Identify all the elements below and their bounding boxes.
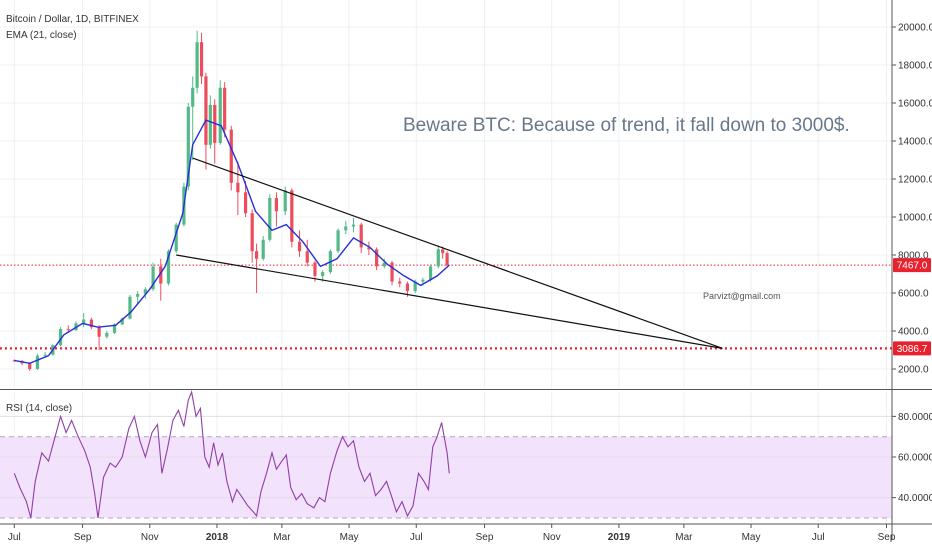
candle-52: [375, 247, 379, 271]
price-tag-target: 3086.7: [893, 341, 931, 356]
trendline-lower: [176, 254, 723, 349]
candle-6: [58, 327, 63, 347]
x-tick-label-4: Mar: [273, 532, 291, 543]
candle-50: [359, 222, 363, 254]
candle-12: [105, 331, 109, 339]
candle-9: [82, 312, 86, 328]
x-tick-label-11: May: [742, 532, 761, 543]
rsi-polyline: [13, 390, 450, 519]
y-tick-label-7: 16000.0: [898, 99, 932, 110]
candle-42: [297, 230, 302, 257]
y-tick-label-6: 14000.0: [898, 137, 932, 148]
candle-33: [236, 161, 240, 216]
rsi-band: [0, 415, 892, 519]
candle-25: [195, 30, 199, 94]
horizontal-lines: [0, 264, 892, 350]
x-tick-label-1: Sep: [74, 532, 92, 543]
candle-59: [428, 264, 433, 282]
rsi-line: [13, 390, 450, 519]
candle-19: [159, 258, 163, 301]
x-tick-label-10: Mar: [675, 532, 693, 543]
x-tick-label-9: 2019: [608, 532, 631, 543]
symbol-title: Bitcoin / Dollar, 1D, BITFINEX: [6, 14, 139, 25]
price-tag-current-label: 7467.0: [897, 261, 928, 272]
candle-31: [223, 82, 227, 138]
candle-11: [97, 325, 101, 350]
candle-10: [89, 317, 94, 330]
ema-legend: EMA (21, close): [6, 30, 77, 41]
candle-3: [35, 353, 40, 370]
candle-41: [290, 188, 294, 248]
price-tag-current: 7467.0: [893, 258, 931, 273]
candle-35: [250, 209, 254, 263]
y-tick-label-3: 8000.0: [898, 251, 929, 262]
x-tick-label-7: Sep: [476, 532, 494, 543]
candle-38: [268, 194, 272, 242]
rsi-tick-label-1: 60.0000: [898, 453, 932, 464]
candle-60: [436, 245, 440, 269]
candle-49: [351, 217, 356, 233]
y-tick-label-4: 10000.0: [898, 213, 932, 224]
candle-18: [151, 262, 155, 292]
candle-29: [213, 99, 217, 164]
candle-21: [174, 222, 178, 254]
candle-26: [199, 32, 204, 84]
x-tick-label-2: Nov: [141, 532, 159, 543]
x-tick-label-0: Jul: [8, 532, 21, 543]
x-tick-label-6: Jul: [410, 532, 423, 543]
candle-17: [143, 287, 147, 299]
x-tick-label-8: Nov: [543, 532, 561, 543]
candle-16: [136, 291, 140, 305]
y-tick-label-2: 6000.0: [898, 289, 929, 300]
candle-48: [344, 220, 348, 235]
x-tick-label-12: Jul: [812, 532, 825, 543]
x-tick-label-13: Sep: [878, 532, 896, 543]
rsi-tick-label-2: 80.0000: [898, 412, 932, 423]
candle-55: [398, 277, 402, 288]
author-email: Parvizt@gmail.com: [703, 291, 781, 301]
y-tick-label-0: 2000.0: [898, 365, 929, 376]
y-tick-label-9: 20000.0: [898, 23, 932, 34]
candle-43: [305, 239, 309, 267]
rsi-band-fill: [0, 436, 892, 518]
y-tick-label-8: 18000.0: [898, 61, 932, 72]
ema-line: [14, 119, 450, 365]
candle-54: [390, 260, 394, 286]
candle-39: [274, 192, 279, 227]
trendline-upper: [192, 157, 723, 349]
rsi-tick-label-0: 40.0000: [898, 493, 932, 504]
x-tick-label-3: 2018: [206, 532, 229, 543]
y-tick-label-1: 4000.0: [898, 327, 929, 338]
candle-15: [128, 294, 132, 320]
candle-34: [243, 180, 248, 217]
candle-32: [229, 125, 233, 191]
rsi-legend: RSI (14, close): [6, 403, 72, 414]
trendlines[interactable]: [176, 157, 723, 349]
candle-62: [445, 251, 449, 267]
ema-polyline: [14, 119, 450, 365]
candle-51: [367, 241, 371, 255]
price-tag-target-label: 3086.7: [897, 344, 928, 355]
x-tick-label-5: May: [340, 532, 359, 543]
candle-47: [336, 228, 340, 254]
candle-37: [261, 236, 265, 261]
analysis-note: Beware BTC: Because of trend, it fall do…: [403, 115, 850, 136]
y-tick-label-5: 12000.0: [898, 175, 932, 186]
candlesticks[interactable]: [12, 30, 449, 371]
grid: [0, 0, 892, 522]
candle-30: [218, 80, 222, 145]
